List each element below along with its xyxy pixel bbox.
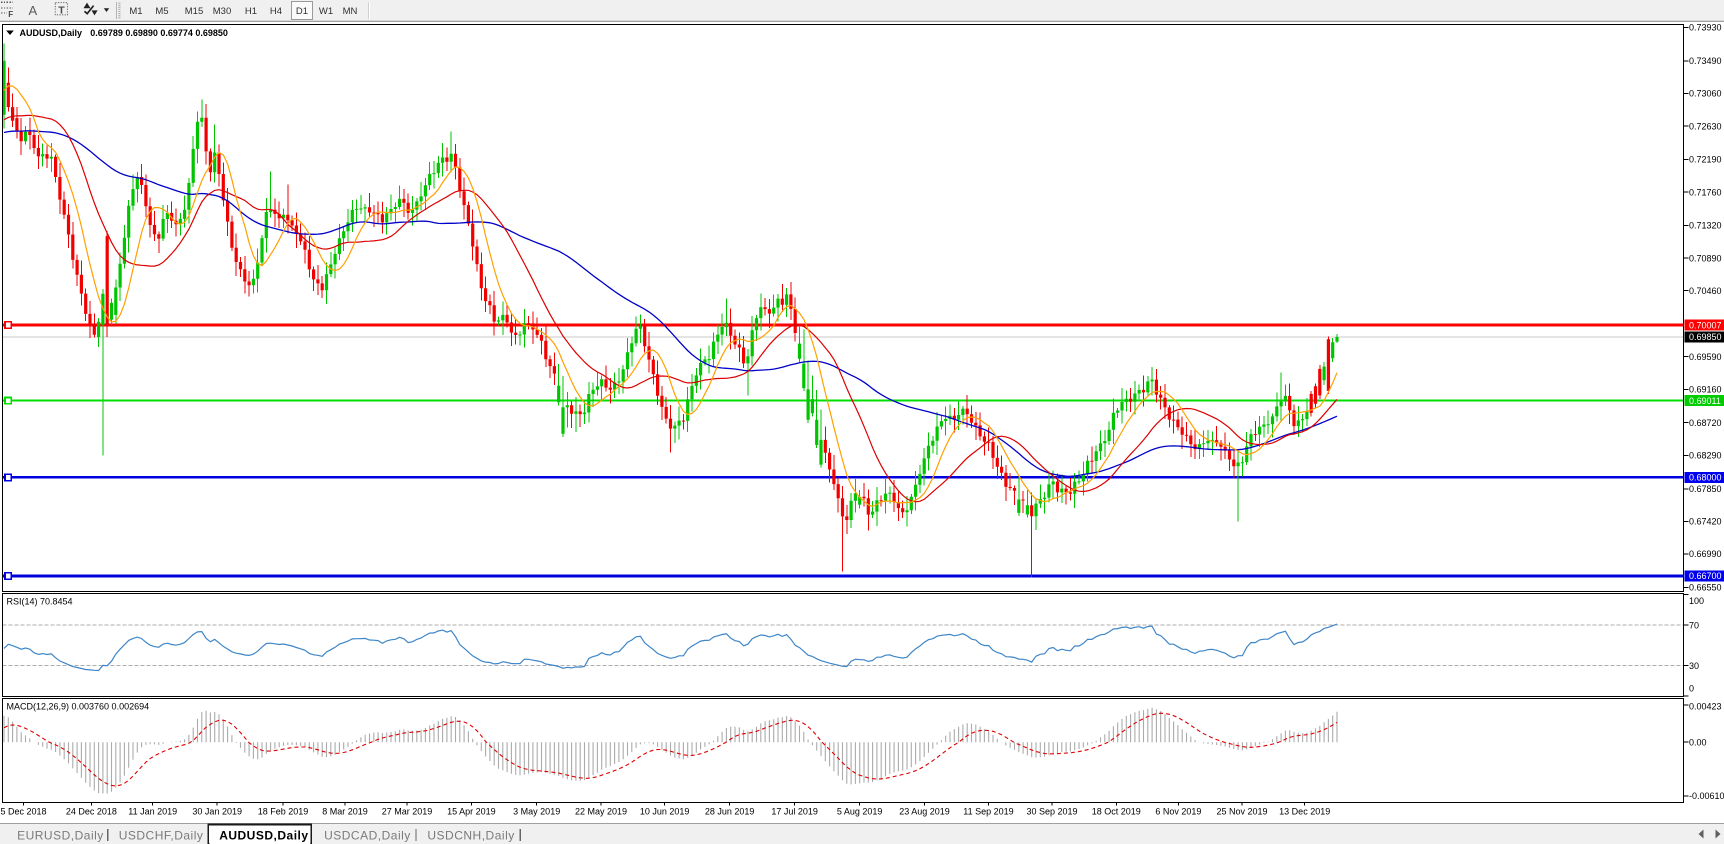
svg-text:11 Jan 2019: 11 Jan 2019 [128,807,177,817]
svg-text:27 Mar 2019: 27 Mar 2019 [382,807,433,817]
svg-text:0.67420: 0.67420 [1689,517,1722,527]
svg-text:H1: H1 [245,6,257,17]
svg-text:0.00423: 0.00423 [1689,702,1722,712]
svg-text:22 May 2019: 22 May 2019 [575,807,627,817]
svg-text:0.69789 0.69890 0.69774 0.6985: 0.69789 0.69890 0.69774 0.69850 [90,28,228,38]
svg-text:0.66550: 0.66550 [1689,583,1722,593]
svg-text:0.69011: 0.69011 [1689,396,1721,406]
svg-text:17 Jul 2019: 17 Jul 2019 [771,807,818,817]
svg-text:18 Oct 2019: 18 Oct 2019 [1092,807,1141,817]
svg-text:0.68720: 0.68720 [1689,418,1722,428]
svg-text:0.69850: 0.69850 [1689,332,1722,342]
svg-text:0.73930: 0.73930 [1689,23,1722,33]
svg-text:0.71760: 0.71760 [1689,187,1722,197]
svg-text:M15: M15 [185,6,203,17]
svg-text:USDCNH,Daily: USDCNH,Daily [427,829,514,843]
svg-text:0.70460: 0.70460 [1689,286,1722,296]
svg-text:RSI(14) 70.8454: RSI(14) 70.8454 [7,597,73,607]
svg-text:23 Aug 2019: 23 Aug 2019 [899,807,950,817]
svg-text:0.67850: 0.67850 [1689,484,1722,494]
svg-text:-0.00610: -0.00610 [1689,791,1724,801]
svg-text:A: A [29,3,38,18]
svg-text:8 Mar 2019: 8 Mar 2019 [322,807,368,817]
svg-text:6 Nov 2019: 6 Nov 2019 [1155,807,1201,817]
svg-text:D1: D1 [296,6,308,17]
svg-text:0.72190: 0.72190 [1689,155,1722,165]
svg-text:10 Jun 2019: 10 Jun 2019 [640,807,690,817]
svg-text:0.68000: 0.68000 [1689,473,1722,483]
svg-text:T: T [58,5,65,17]
svg-text:MN: MN [343,6,358,17]
svg-text:30 Sep 2019: 30 Sep 2019 [1026,807,1077,817]
svg-text:0.70890: 0.70890 [1689,253,1722,263]
svg-text:0: 0 [1689,684,1694,694]
svg-text:0.73060: 0.73060 [1689,89,1722,99]
svg-text:3 May 2019: 3 May 2019 [513,807,560,817]
svg-text:AUDUSD,Daily: AUDUSD,Daily [219,829,308,843]
svg-text:0.69590: 0.69590 [1689,352,1722,362]
svg-text:0.66990: 0.66990 [1689,549,1722,559]
svg-text:AUDUSD,Daily: AUDUSD,Daily [20,28,83,38]
svg-text:0.69160: 0.69160 [1689,385,1722,395]
svg-text:H4: H4 [270,6,282,17]
svg-text:0.68290: 0.68290 [1689,451,1722,461]
svg-text:28 Jun 2019: 28 Jun 2019 [705,807,755,817]
svg-text:M5: M5 [155,6,168,17]
svg-text:EURUSD,Daily: EURUSD,Daily [17,829,104,843]
svg-text:MACD(12,26,9) 0.003760 0.00269: MACD(12,26,9) 0.003760 0.002694 [7,702,150,712]
svg-text:M30: M30 [213,6,231,17]
svg-text:25 Nov 2019: 25 Nov 2019 [1216,807,1267,817]
svg-text:24 Dec 2018: 24 Dec 2018 [66,807,117,817]
svg-text:M1: M1 [129,6,142,17]
svg-text:18 Feb 2019: 18 Feb 2019 [258,807,309,817]
svg-text:F: F [8,10,13,19]
svg-text:15 Apr 2019: 15 Apr 2019 [447,807,496,817]
svg-text:5 Dec 2018: 5 Dec 2018 [0,807,46,817]
svg-text:100: 100 [1689,596,1704,606]
svg-text:30 Jan 2019: 30 Jan 2019 [192,807,242,817]
svg-text:0.70007: 0.70007 [1689,320,1722,330]
svg-text:11 Sep 2019: 11 Sep 2019 [963,807,1013,817]
svg-text:0.00: 0.00 [1689,737,1707,747]
svg-text:USDCAD,Daily: USDCAD,Daily [324,829,411,843]
svg-text:0.71320: 0.71320 [1689,221,1722,231]
svg-text:0.72630: 0.72630 [1689,121,1722,131]
svg-text:5 Aug 2019: 5 Aug 2019 [837,807,883,817]
svg-text:70: 70 [1689,620,1699,630]
svg-text:0.66700: 0.66700 [1689,571,1722,581]
svg-text:30: 30 [1689,661,1699,671]
svg-text:W1: W1 [319,6,333,17]
svg-text:0.73490: 0.73490 [1689,56,1722,66]
svg-text:USDCHF,Daily: USDCHF,Daily [119,829,204,843]
svg-text:13 Dec 2019: 13 Dec 2019 [1279,807,1330,817]
